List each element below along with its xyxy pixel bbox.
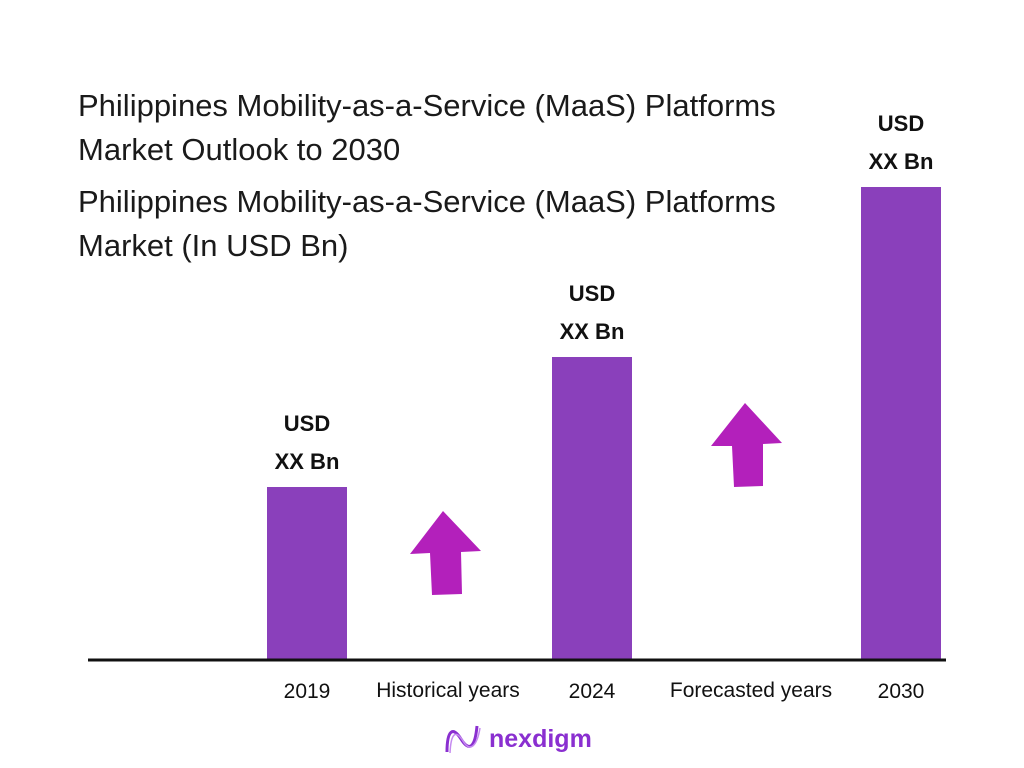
nexdigm-wave-icon	[445, 725, 481, 754]
bar-2024	[552, 357, 632, 659]
data-label-currency: USD	[878, 111, 924, 136]
growth-arrow-icon	[711, 403, 782, 487]
brand-name: nexdigm	[489, 724, 592, 753]
bar-2019	[267, 487, 347, 659]
data-label-currency: USD	[284, 411, 330, 436]
nexdigm-logo: nexdigm	[443, 722, 592, 756]
x-tick-label: 2024	[569, 680, 616, 703]
bar-2030	[861, 187, 941, 659]
x-tick-label: 2019	[284, 680, 331, 703]
data-label-currency: USD	[569, 281, 615, 306]
data-label-value: XX Bn	[560, 319, 625, 344]
data-label-value: XX Bn	[869, 149, 934, 174]
period-label-forecast: Forecasted years	[670, 679, 832, 702]
growth-arrow-icon	[410, 511, 481, 595]
chart-subtitle: Philippines Mobility-as-a-Service (MaaS)…	[78, 184, 776, 263]
chart-title: Philippines Mobility-as-a-Service (MaaS)…	[78, 88, 776, 167]
data-label-value: XX Bn	[275, 449, 340, 474]
x-tick-label: 2030	[878, 680, 925, 703]
period-label-historical: Historical years	[376, 679, 520, 702]
